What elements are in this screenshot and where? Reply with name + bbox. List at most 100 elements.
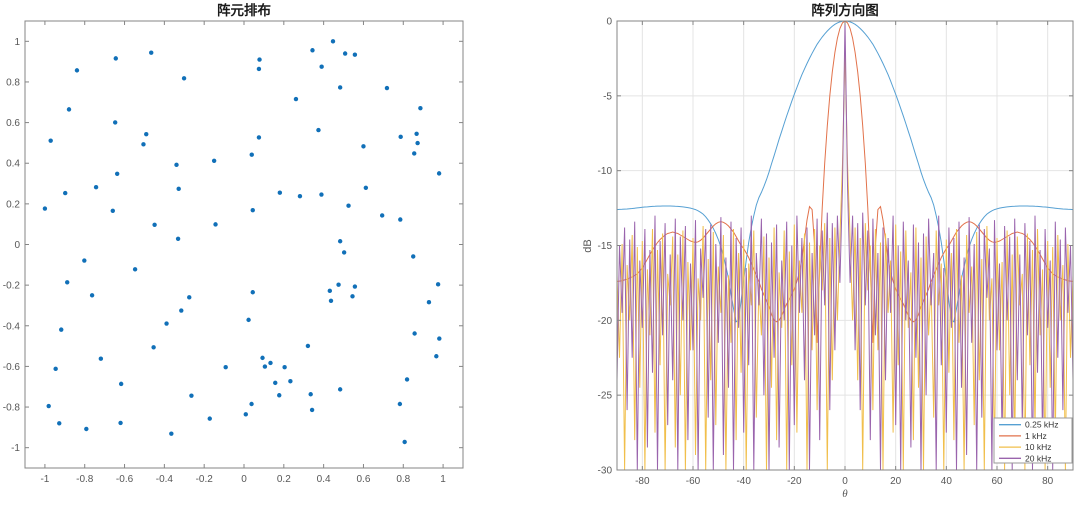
x-tick-label: -0.4 xyxy=(156,474,174,485)
scatter-point xyxy=(114,171,120,176)
x-tick-label: 0 xyxy=(241,474,247,485)
x-tick-label: 0.4 xyxy=(317,474,331,485)
legend-label-10khz: 10 kHz xyxy=(1025,442,1051,452)
legend-box xyxy=(993,417,1073,464)
y-tick-label: 0 xyxy=(606,17,612,28)
x-tick-label: -80 xyxy=(635,476,650,487)
x-tick-label: 0.6 xyxy=(357,474,371,485)
scatter-point xyxy=(113,56,118,61)
scatter-point xyxy=(305,343,311,349)
scatter-point xyxy=(118,381,124,387)
scatter-point xyxy=(350,294,355,299)
x-tick-label: -60 xyxy=(686,476,701,487)
scatter-point xyxy=(342,51,348,56)
scatter-point xyxy=(179,308,184,313)
scatter-point xyxy=(330,39,336,44)
scatter-point xyxy=(414,131,419,136)
scatter-point xyxy=(141,142,146,147)
scatter-point xyxy=(164,321,169,326)
x-tick-label: -40 xyxy=(736,476,751,487)
scatter-plot-area: -1 -0.8 -0.6 -0.4 -0.2 0 0.2 0.4 0.6 0.8 1 -1 -0.8 -0… xyxy=(3,20,464,485)
scatter-point xyxy=(223,365,228,370)
y-tick-label: 0.8 xyxy=(6,77,20,88)
scatter-point xyxy=(174,162,179,168)
y-tick-label: 0.6 xyxy=(6,118,20,129)
scatter-point xyxy=(246,317,251,323)
scatter-point xyxy=(82,258,87,263)
scatter-point xyxy=(412,151,417,156)
scatter-point xyxy=(59,327,64,332)
scatter-point xyxy=(152,222,157,227)
y-tick-label: -30 xyxy=(598,466,613,477)
scatter-point xyxy=(282,365,287,370)
scatter-point xyxy=(98,356,104,361)
scatter-point xyxy=(57,421,62,426)
x-tick-label: 60 xyxy=(991,476,1003,487)
y-tick-label: 0.4 xyxy=(6,159,20,170)
scatter-point xyxy=(46,403,51,409)
x-axis-label-theta: θ xyxy=(842,488,848,500)
scatter-point xyxy=(249,401,254,407)
scatter-point xyxy=(398,217,403,222)
y-tick-label: 0.2 xyxy=(6,199,20,210)
y-tick-label: -0.2 xyxy=(3,281,21,292)
scatter-point xyxy=(398,134,403,140)
x-tick-label: 80 xyxy=(1042,476,1054,487)
x-tick-label: 40 xyxy=(941,476,953,487)
scatter-point xyxy=(176,186,181,192)
scatter-point xyxy=(256,66,262,72)
scatter-point xyxy=(110,208,115,213)
scatter-point xyxy=(277,190,283,195)
scatter-point xyxy=(256,135,262,140)
scatter-point xyxy=(211,158,217,163)
scatter-point xyxy=(328,298,334,303)
scatter-point xyxy=(337,239,343,244)
scatter-points xyxy=(42,39,442,445)
curve-0-25-khz xyxy=(617,21,1073,323)
scatter-point xyxy=(268,360,273,366)
x-tick-label: -20 xyxy=(787,476,802,487)
scatter-point xyxy=(379,213,385,218)
scatter-point xyxy=(415,140,420,146)
scatter-point xyxy=(316,127,321,133)
x-tick-label: 20 xyxy=(890,476,902,487)
scatter-point xyxy=(319,192,324,197)
y-tick-label: -10 xyxy=(598,166,613,177)
y-tick-label: -25 xyxy=(598,391,613,402)
scatter-point xyxy=(93,185,99,190)
scatter-point xyxy=(336,282,341,287)
scatter-point xyxy=(426,300,432,305)
scatter-point xyxy=(132,267,138,272)
x-tick-label: -0.2 xyxy=(196,474,214,485)
scatter-point xyxy=(65,280,70,285)
y-tick-label: -0.4 xyxy=(3,321,21,332)
beampattern-curves xyxy=(617,21,1073,470)
beampattern-plot-area: -80 -60 -40 -20 0 20 40 60 80 0 -5 -10 -15 -20 -25 -30 xyxy=(598,17,1074,487)
scatter-point xyxy=(277,393,282,398)
scatter-point xyxy=(327,288,333,294)
x-tick-label: 0.2 xyxy=(277,474,291,485)
scatter-point xyxy=(262,364,268,369)
scatter-point xyxy=(293,96,299,102)
scatter-point xyxy=(436,171,442,176)
scatter-point xyxy=(418,105,423,111)
x-tick-label: -0.6 xyxy=(116,474,134,485)
scatter-point xyxy=(309,407,315,413)
scatter-point xyxy=(112,120,118,125)
scatter-point xyxy=(337,387,343,392)
y-tick-label: -0.6 xyxy=(3,362,21,373)
scatter-point xyxy=(352,52,358,57)
scatter-point xyxy=(361,144,366,149)
right-plot-title: 阵列方向图 xyxy=(811,2,879,18)
legend-label-1khz: 1 kHz xyxy=(1025,431,1047,441)
legend-label-0-25khz: 0.25 kHz xyxy=(1025,420,1059,430)
scatter-point xyxy=(48,138,53,143)
scatter-point xyxy=(434,354,439,359)
scatter-point xyxy=(397,401,403,407)
y-tick-label: 1 xyxy=(14,37,20,48)
scatter-point xyxy=(250,207,255,213)
scatter-point xyxy=(310,48,315,53)
scatter-point xyxy=(337,85,343,90)
scatter-point xyxy=(412,331,417,336)
